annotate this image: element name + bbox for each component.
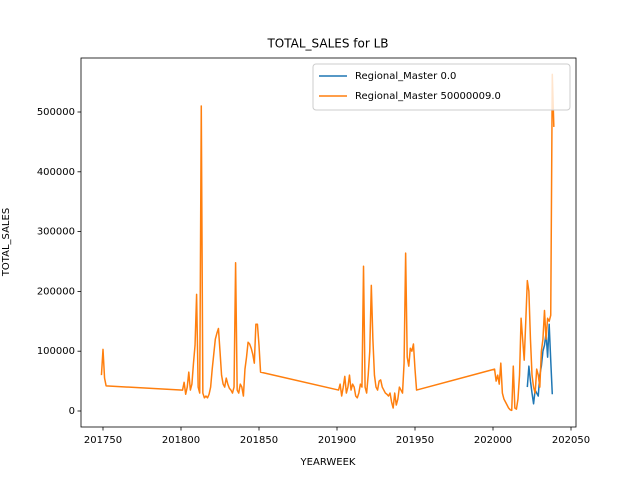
x-tick-label: 201950 [396,435,434,446]
legend: Regional_Master 0.0 Regional_Master 50000… [312,63,571,111]
y-tick-label: 200000 [37,286,75,297]
legend-label: Regional_Master 0.0 [355,71,456,82]
y-axis-label: TOTAL_SALES [1,208,12,277]
y-tick-label: 400000 [37,167,75,178]
x-tick-label: 201900 [318,435,356,446]
y-tick-label: 300000 [37,227,75,238]
x-tick-label: 201750 [84,435,122,446]
chart-title: TOTAL_SALES for LB [266,37,388,51]
y-tick-label: 0 [69,406,75,417]
plot-frame [80,57,577,428]
y-tick-label: 500000 [37,107,75,118]
series-line [100,73,555,412]
x-axis-label: YEARWEEK [300,457,356,468]
legend-label: Regional_Master 50000009.0 [355,91,501,102]
y-tick-label: 100000 [37,346,75,357]
x-tick-label: 202050 [552,435,590,446]
legend-box [312,63,571,111]
x-tick-label: 201850 [240,435,278,446]
x-tick-label: 201800 [162,435,200,446]
x-tick-label: 202000 [474,435,512,446]
